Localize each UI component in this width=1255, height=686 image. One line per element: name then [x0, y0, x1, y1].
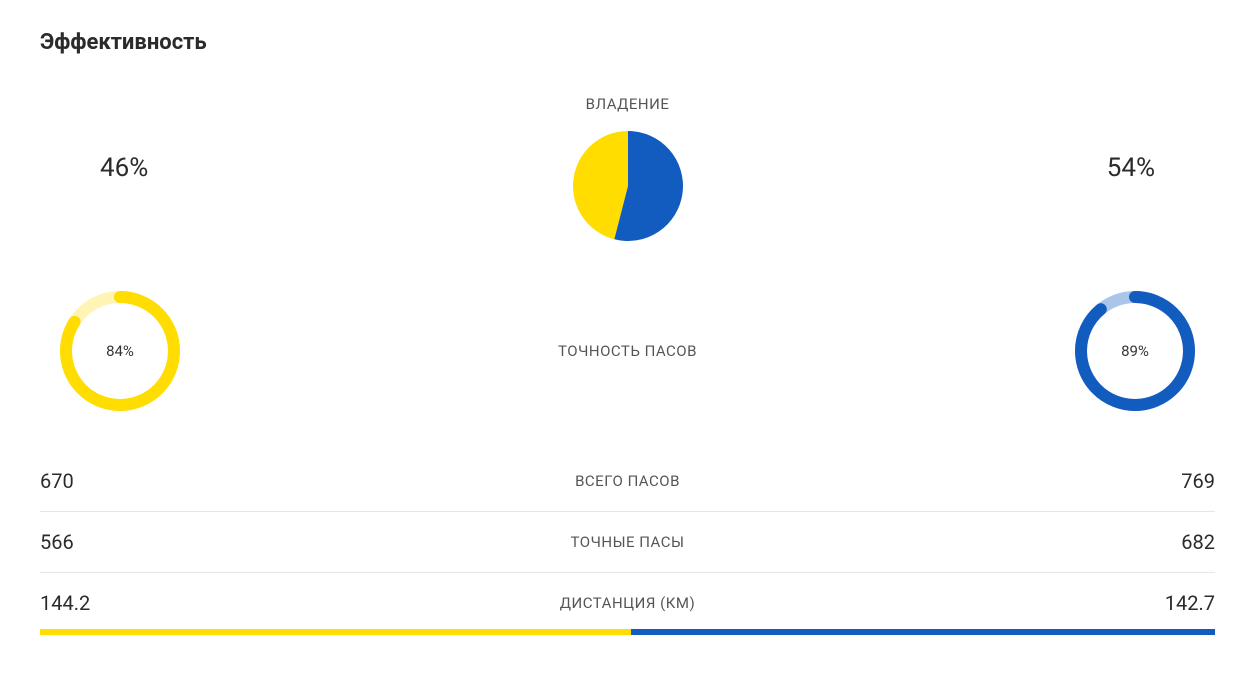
- stat-left-value: 566: [40, 530, 571, 554]
- distance-label: ДИСТАНЦИЯ (КМ): [560, 594, 695, 612]
- stat-label: ВСЕГО ПАСОВ: [575, 472, 680, 490]
- possession-left-value: 46%: [40, 153, 573, 183]
- pass-accuracy-left-value: 84%: [60, 291, 180, 411]
- pass-accuracy-block: 84% ТОЧНОСТЬ ПАСОВ 89%: [40, 291, 1215, 411]
- stat-row: 670ВСЕГО ПАСОВ769: [40, 451, 1215, 512]
- stat-label: ТОЧНЫЕ ПАСЫ: [571, 533, 685, 551]
- distance-bar-left: [40, 629, 631, 635]
- stat-row: 566ТОЧНЫЕ ПАСЫ682: [40, 512, 1215, 573]
- stats-table: 670ВСЕГО ПАСОВ769566ТОЧНЫЕ ПАСЫ682: [40, 451, 1215, 573]
- possession-right-value: 54%: [683, 153, 1216, 183]
- possession-block: 46% ВЛАДЕНИЕ 54%: [40, 95, 1215, 241]
- stat-right-value: 769: [680, 469, 1215, 493]
- pass-accuracy-right-donut: 89%: [1075, 291, 1195, 411]
- distance-right-value: 142.7: [695, 591, 1215, 615]
- pass-accuracy-left-donut: 84%: [60, 291, 180, 411]
- section-title: Эффективность: [40, 30, 1215, 55]
- distance-bar-right: [631, 629, 1215, 635]
- possession-pie-chart: [573, 131, 683, 241]
- possession-label: ВЛАДЕНИЕ: [586, 95, 670, 113]
- distance-bar-chart: [40, 629, 1215, 635]
- stat-left-value: 670: [40, 469, 575, 493]
- pass-accuracy-right-value: 89%: [1075, 291, 1195, 411]
- distance-left-value: 144.2: [40, 591, 560, 615]
- pass-accuracy-label: ТОЧНОСТЬ ПАСОВ: [558, 342, 697, 360]
- distance-block: 144.2 ДИСТАНЦИЯ (КМ) 142.7: [40, 573, 1215, 635]
- stat-right-value: 682: [684, 530, 1215, 554]
